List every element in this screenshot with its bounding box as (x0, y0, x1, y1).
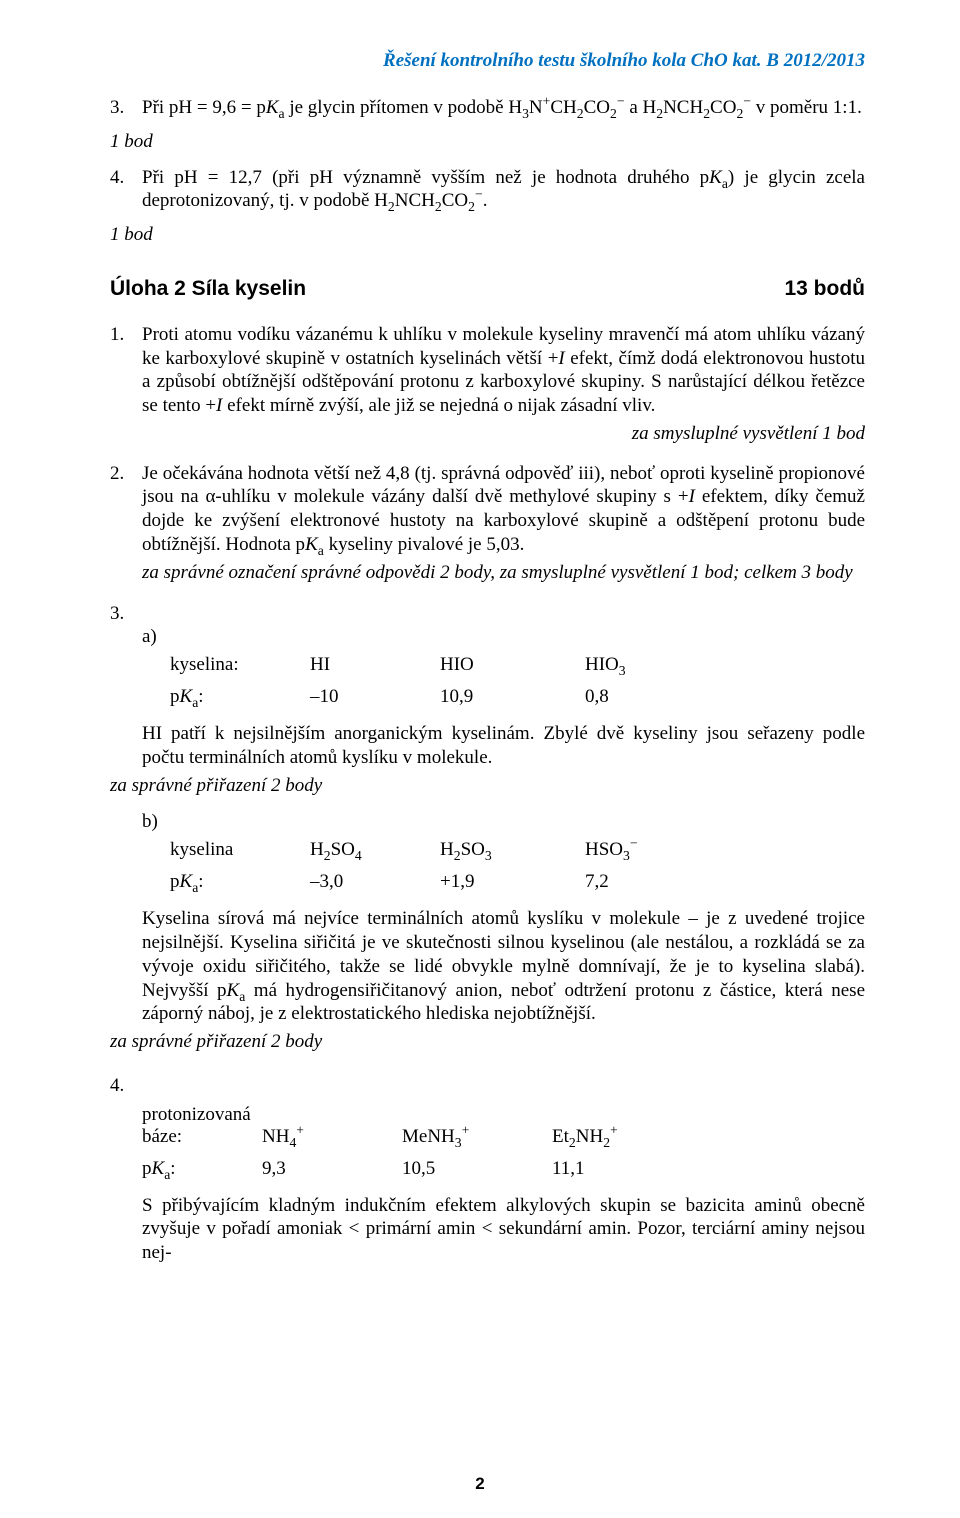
item-number: 4. (110, 1074, 142, 1098)
cell: HIO3 (585, 654, 735, 676)
cell: HSO3− (585, 839, 735, 861)
row-label: protonizovaná (142, 1104, 262, 1126)
sub-b-label: b) (142, 811, 865, 833)
item-text: Při pH = 12,7 (při pH významně vyšším ne… (142, 166, 865, 214)
row-label: báze: (142, 1126, 262, 1148)
cell: NH4+ (262, 1126, 402, 1148)
points-hint: 1 bod (110, 223, 865, 247)
task-title: Úloha 2 Síla kyselin (110, 277, 306, 301)
item-number: 3. (110, 602, 142, 626)
row-label: kyselina: (170, 654, 310, 676)
points-hint: 1 bod (110, 130, 865, 154)
item-text: Je očekávána hodnota větší než 4,8 (tj. … (142, 462, 865, 557)
page: Řešení kontrolního testu školního kola C… (0, 0, 960, 1518)
task2-item-2: 2. Je očekávána hodnota větší než 4,8 (t… (110, 462, 865, 597)
row-label: pKa: (170, 686, 310, 708)
task-heading: Úloha 2 Síla kyselin 13 bodů (110, 277, 865, 301)
sub-a-label: a) (142, 626, 865, 648)
table-3a: kyselina: HI HIO HIO3 pKa: –10 10,9 0,8 (170, 654, 865, 708)
note-3b: Kyselina sírová má nejvíce terminálních … (142, 907, 865, 1026)
table-4: protonizovaná báze: NH4+ MeNH3+ Et2NH2+ … (142, 1104, 865, 1180)
cell: –3,0 (310, 871, 440, 893)
row-label: pKa: (170, 871, 310, 893)
cell: HIO (440, 654, 585, 676)
cell: +1,9 (440, 871, 585, 893)
item-number: 2. (110, 462, 142, 597)
cell: H2SO3 (440, 839, 585, 861)
task2-item-1: 1. Proti atomu vodíku vázanému k uhlíku … (110, 323, 865, 456)
row-label: pKa: (142, 1158, 262, 1180)
item-4: 4. Při pH = 12,7 (při pH významně vyšším… (110, 166, 865, 218)
row-label: kyselina (170, 839, 310, 861)
cell: HI (310, 654, 440, 676)
task2-item-4: 4. (110, 1074, 865, 1098)
cell: Et2NH2+ (552, 1126, 702, 1148)
points-hint: za správné označení správné odpovědi 2 b… (142, 561, 865, 585)
page-number: 2 (0, 1474, 960, 1494)
table-3b: kyselina H2SO4 H2SO3 HSO3− pKa: –3,0 +1,… (170, 839, 865, 893)
task2-item-3: 3. (110, 602, 865, 626)
item-number: 3. (110, 96, 142, 124)
cell: 10,5 (402, 1158, 552, 1180)
item-text: Proti atomu vodíku vázanému k uhlíku v m… (142, 323, 865, 418)
cell: 11,1 (552, 1158, 702, 1180)
task-points: 13 bodů (784, 277, 865, 301)
note-4: S přibývajícím kladným indukčním efektem… (142, 1194, 865, 1265)
item-3: 3. Při pH = 9,6 = pKa je glycin přítomen… (110, 96, 865, 124)
points-hint: za smysluplné vysvětlení 1 bod (142, 422, 865, 446)
item-number: 1. (110, 323, 142, 456)
document-header: Řešení kontrolního testu školního kola C… (110, 50, 865, 72)
cell: MeNH3+ (402, 1126, 552, 1148)
cell: 0,8 (585, 686, 735, 708)
item-text: Při pH = 9,6 = pKa je glycin přítomen v … (142, 96, 865, 120)
cell: 7,2 (585, 871, 735, 893)
points-hint: za správné přiřazení 2 body (110, 1030, 865, 1054)
note-3a: HI patří k nejsilnějším anorganickým kys… (142, 722, 865, 770)
cell: H2SO4 (310, 839, 440, 861)
item-number: 4. (110, 166, 142, 218)
cell: 9,3 (262, 1158, 402, 1180)
cell: 10,9 (440, 686, 585, 708)
points-hint: za správné přiřazení 2 body (110, 774, 865, 798)
cell: –10 (310, 686, 440, 708)
